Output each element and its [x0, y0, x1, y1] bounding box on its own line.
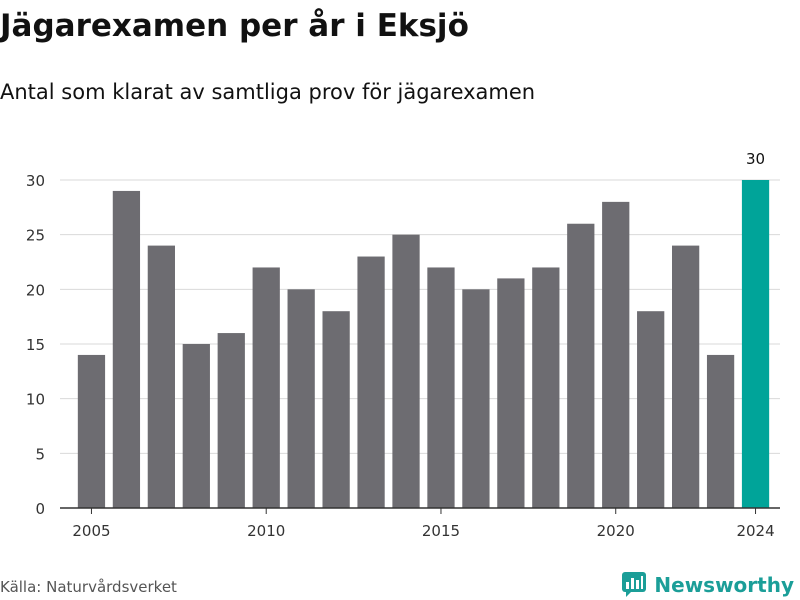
chart-subtitle: Antal som klarat av samtliga prov för jä…: [0, 80, 536, 104]
x-tick-label: 2005: [72, 522, 110, 540]
y-tick-label: 10: [26, 391, 45, 409]
data-labels: 30: [746, 150, 765, 168]
y-axis-ticks: 0 5 10 15 20 25 30: [26, 172, 45, 518]
bar-2007: [147, 245, 175, 508]
bar-2015: [427, 267, 455, 508]
bar-2016: [462, 289, 490, 508]
x-tick-label: 2020: [597, 522, 635, 540]
bar-2009: [217, 333, 245, 508]
y-tick-label: 15: [26, 336, 45, 354]
bar-2021: [637, 311, 665, 508]
bar-2005: [77, 354, 106, 508]
bar-2024: [741, 180, 770, 508]
bar-2018: [532, 267, 560, 508]
bar-2010: [252, 267, 280, 508]
y-tick-label: 30: [26, 172, 45, 190]
brand-name: Newsworthy: [654, 573, 794, 597]
y-tick-label: 20: [26, 281, 45, 299]
bar-2012: [322, 311, 350, 508]
bar-2019: [567, 223, 595, 508]
bar-2006: [112, 190, 141, 508]
bar-2022: [672, 245, 700, 508]
bar-2014: [392, 234, 420, 508]
x-tick-label: 2024: [736, 522, 774, 540]
bar-chart: 30 0 5 10 15 20 25 30 2005 2010 2015 2020 2024: [26, 150, 780, 540]
bar-2008: [182, 344, 210, 508]
y-tick-label: 0: [35, 500, 45, 518]
bar-2013: [357, 256, 385, 508]
bar-2020: [602, 201, 630, 508]
bar-2017: [497, 278, 525, 508]
bar-2011: [287, 289, 315, 508]
y-tick-label: 5: [35, 445, 45, 463]
brand-logo: Newsworthy: [622, 570, 794, 600]
x-axis-ticks: 2005 2010 2015 2020 2024: [72, 508, 775, 540]
x-tick-label: 2015: [422, 522, 460, 540]
bars: [77, 180, 770, 508]
chart-title: Jägarexamen per år i Eksjö: [0, 8, 469, 44]
bar-2023: [706, 354, 735, 508]
source-note: Källa: Naturvårdsverket: [0, 578, 177, 596]
x-tick-label: 2010: [247, 522, 285, 540]
data-label-2024: 30: [746, 150, 765, 168]
y-tick-label: 25: [26, 227, 45, 245]
newsworthy-logo-icon: [622, 572, 647, 597]
